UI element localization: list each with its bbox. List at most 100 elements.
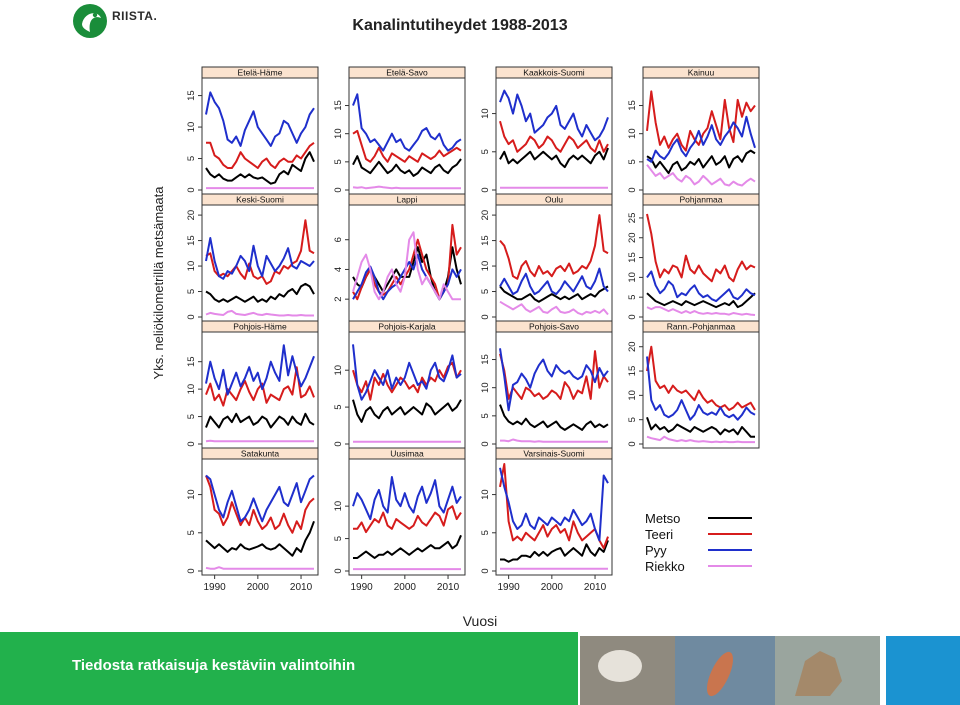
panel-frame (495, 193, 613, 322)
y-tick-label: 15 (333, 100, 344, 111)
series-line-metso (500, 540, 609, 563)
series-line-metso (205, 282, 315, 303)
riista-logo (70, 2, 160, 42)
x-tick-label: 1990 (351, 582, 374, 593)
series-line-pyy (499, 467, 609, 542)
panel-title: Oulu (545, 195, 563, 205)
footer-photo-strip (580, 636, 880, 705)
y-tick-label: 15 (627, 100, 638, 111)
series-line-riekko (352, 231, 461, 301)
panel-kaakkois-suomi: Kaakkois-Suomi 0 5 10 (480, 66, 613, 195)
series-line-metso (353, 534, 462, 559)
y-tick-label: 0 (186, 441, 197, 446)
y-tick-label: 2 (333, 297, 344, 302)
y-tick-label: 5 (480, 530, 491, 535)
y-tick-label: 10 (186, 489, 197, 500)
legend-label-metso: Metso (645, 511, 680, 526)
series-line-pyy (499, 267, 609, 296)
series-line-metso (352, 399, 462, 423)
y-tick-label: 10 (333, 365, 344, 376)
panel-strip (642, 193, 760, 206)
panel-strip (495, 447, 613, 460)
series-line-pyy (499, 348, 609, 412)
y-tick-label: 10 (333, 501, 344, 512)
y-tick-label: 0 (333, 187, 344, 192)
panel-title: Satakunta (241, 449, 280, 459)
series-line-riekko (352, 185, 461, 190)
series-line-pyy (352, 93, 462, 152)
y-tick-label: 10 (186, 384, 197, 395)
y-tick-label: 15 (480, 354, 491, 365)
series-line-riekko (205, 566, 314, 570)
series-line-teeri (499, 350, 609, 400)
y-tick-label: 0 (186, 187, 197, 192)
y-tick-label: 0 (480, 568, 491, 573)
series-line-metso (499, 147, 609, 169)
y-tick-label: 15 (186, 90, 197, 101)
panel-etel-savo: Etelä-Savo 0 5 10 15 (333, 66, 466, 195)
panel-title: Varsinais-Suomi (523, 449, 584, 459)
y-axis-label: Yks. neliökilometrillä metsämaata (151, 186, 166, 380)
legend-label-riekko: Riekko (645, 559, 685, 574)
panel-title: Uusimaa (390, 449, 424, 459)
y-tick-label: 10 (480, 489, 491, 500)
series-line-riekko (646, 306, 756, 316)
y-tick-label: 5 (186, 156, 197, 161)
footer-band (0, 632, 578, 705)
y-tick-label: 5 (480, 413, 491, 418)
series-line-teeri (205, 475, 315, 534)
panel-etel-h-me: Etelä-Häme 0 5 10 15 (186, 66, 319, 195)
series-line-metso (499, 404, 609, 431)
series-line-riekko (499, 300, 609, 316)
y-tick-label: 10 (480, 261, 491, 272)
footer-tagline: Tiedosta ratkaisuja kestäviin valintoihi… (72, 657, 356, 674)
series-line-teeri (205, 219, 315, 285)
panel-frame (201, 447, 319, 576)
x-tick-label: 1990 (204, 582, 227, 593)
panel-strip (201, 193, 319, 206)
y-tick-label: 0 (480, 187, 491, 192)
series-line-riekko (646, 435, 755, 444)
panel-kainuu: Kainuu 0 5 10 15 (627, 66, 760, 195)
y-tick-label: 15 (627, 252, 638, 263)
y-tick-label: 5 (480, 149, 491, 154)
y-tick-label: 20 (186, 210, 197, 221)
series-line-pyy (352, 476, 462, 521)
panel-varsinais-suomi: Varsinais-Suomi 0 5 10 (480, 447, 613, 576)
y-tick-label: 10 (333, 128, 344, 139)
series-line-pyy (646, 270, 756, 303)
panel-strip (495, 320, 613, 333)
panel-frame (348, 66, 466, 195)
y-tick-label: 5 (627, 417, 638, 422)
y-tick-label: 6 (333, 237, 344, 242)
series-line-metso (205, 151, 315, 185)
panel-strip (348, 320, 466, 333)
x-tick-label: 1990 (498, 582, 521, 593)
series-line-riekko (205, 309, 314, 317)
series-line-riekko (646, 164, 756, 187)
series-line-teeri (206, 141, 315, 169)
series-line-metso (205, 412, 315, 429)
x-tick-label: 2000 (247, 582, 270, 593)
series-line-teeri (646, 345, 756, 411)
x-tick-label: 2000 (541, 582, 564, 593)
y-tick-label: 10 (627, 128, 638, 139)
panel-grid: Etelä-Häme 0 5 10 15 Etelä-Savo 0 5 10 15 Kaakkois… (186, 66, 760, 576)
y-tick-label: 0 (627, 187, 638, 192)
panel-frame (495, 66, 613, 195)
series-line-pyy (499, 89, 609, 142)
series-line-teeri (499, 463, 609, 550)
panel-title: Pohjanmaa (679, 195, 722, 205)
panel-strip (642, 66, 760, 79)
y-tick-label: 10 (186, 261, 197, 272)
series-line-metso (646, 149, 756, 175)
y-tick-label: 0 (480, 441, 491, 446)
panel-frame (642, 320, 760, 449)
chart-title: Kanalintutiheydet 1988-2013 (352, 17, 567, 34)
y-tick-label: 10 (627, 390, 638, 401)
panel-strip (348, 447, 466, 460)
y-tick-label: 5 (186, 530, 197, 535)
series-line-pyy (646, 356, 756, 421)
y-tick-label: 5 (333, 159, 344, 164)
